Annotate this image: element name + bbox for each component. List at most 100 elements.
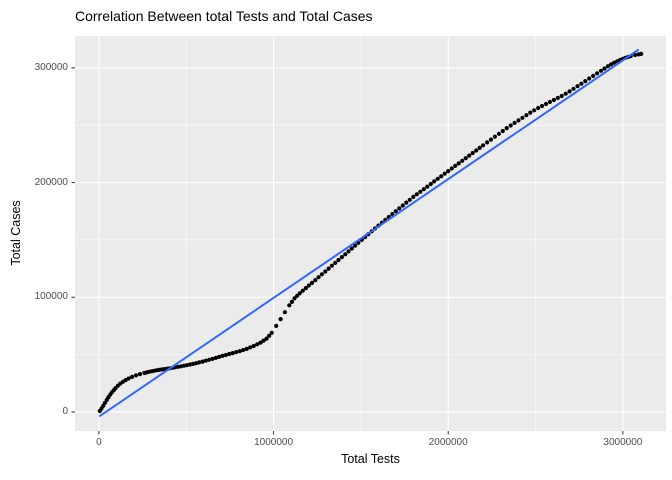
data-point: [512, 120, 517, 125]
data-point: [126, 376, 131, 381]
data-point: [432, 179, 437, 184]
data-point: [295, 293, 300, 298]
data-point: [137, 372, 143, 377]
data-point: [439, 174, 444, 179]
data-point: [329, 263, 334, 268]
data-point: [488, 137, 494, 142]
x-axis-title: Total Tests: [341, 452, 400, 466]
data-point: [598, 68, 604, 73]
data-point: [207, 357, 212, 362]
data-point: [346, 249, 351, 254]
data-point: [456, 161, 461, 166]
data-point: [227, 351, 232, 357]
data-point: [595, 71, 600, 76]
data-point: [278, 317, 283, 322]
data-point: [333, 260, 338, 265]
data-point: [404, 200, 409, 205]
data-point: [397, 206, 402, 211]
data-point: [508, 123, 513, 128]
data-point: [267, 333, 272, 338]
x-tick-label: 3000000: [603, 437, 643, 448]
data-point: [292, 296, 297, 301]
data-point: [287, 303, 292, 308]
data-point: [467, 153, 472, 158]
data-point: [343, 252, 348, 257]
data-point: [442, 171, 447, 176]
data-point: [237, 349, 242, 354]
y-axis-title: Total Cases: [9, 200, 23, 266]
data-point: [300, 288, 305, 293]
data-point: [428, 181, 433, 187]
data-point: [583, 79, 588, 84]
data-point: [602, 66, 607, 71]
data-point: [555, 95, 560, 101]
x-tick-label: 1000000: [254, 437, 294, 448]
data-point: [446, 169, 451, 174]
data-point: [319, 272, 324, 277]
data-point: [516, 118, 521, 123]
data-point: [492, 134, 497, 139]
data-point: [579, 81, 584, 86]
y-tick-label: 200000: [34, 176, 68, 188]
x-tick-label: 0: [96, 437, 102, 448]
data-point: [217, 354, 222, 359]
data-point: [393, 209, 398, 214]
data-point: [244, 346, 249, 351]
data-point: [210, 356, 215, 361]
data-point: [520, 115, 525, 120]
data-point: [496, 131, 501, 136]
y-tick-label: 0: [62, 405, 68, 417]
data-point: [313, 278, 318, 283]
data-point: [349, 246, 354, 251]
data-point: [353, 243, 358, 248]
data-point: [591, 73, 596, 78]
data-point: [575, 84, 580, 89]
data-point: [474, 148, 479, 153]
data-point: [248, 345, 253, 350]
data-point: [536, 105, 541, 111]
y-tick-label: 100000: [34, 291, 68, 303]
data-point: [261, 338, 266, 343]
data-point: [485, 140, 490, 145]
data-point: [241, 347, 246, 353]
data-point: [339, 255, 344, 260]
data-point: [264, 336, 269, 341]
data-point: [309, 280, 315, 285]
data-point: [571, 86, 576, 91]
data-point: [282, 310, 287, 315]
data-point: [528, 110, 533, 115]
data-point: [258, 340, 263, 345]
data-point: [197, 360, 202, 365]
data-point: [130, 374, 135, 379]
data-point: [500, 128, 505, 134]
data-point: [400, 203, 405, 208]
data-point: [532, 108, 537, 113]
data-point: [316, 275, 321, 280]
data-point: [255, 342, 260, 347]
data-point: [477, 145, 482, 150]
data-point: [481, 143, 486, 148]
data-point: [587, 76, 592, 81]
data-point: [418, 189, 423, 194]
data-point: [524, 113, 529, 118]
data-point: [223, 352, 228, 358]
data-point: [414, 192, 419, 197]
data-point: [460, 158, 465, 163]
data-point: [435, 176, 440, 181]
data-point: [421, 187, 426, 192]
data-point: [274, 323, 279, 328]
data-point: [547, 99, 553, 105]
data-point: [449, 166, 454, 171]
data-point: [559, 93, 564, 99]
data-point: [463, 156, 468, 161]
data-point: [567, 89, 572, 94]
data-point: [563, 91, 568, 96]
y-tick-label: 300000: [34, 61, 68, 73]
data-point: [303, 286, 308, 291]
x-tick-label: 2000000: [428, 437, 468, 448]
data-point: [551, 97, 557, 103]
data-point: [220, 353, 225, 358]
data-point: [639, 51, 644, 57]
data-point: [230, 351, 235, 356]
